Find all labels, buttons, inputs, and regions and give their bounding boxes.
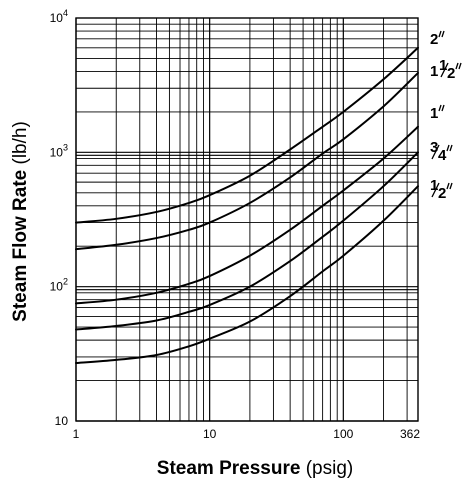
y-tick-label: 10	[55, 414, 69, 428]
series-line-0	[75, 46, 419, 224]
x-tick-label: 1	[73, 427, 80, 441]
y-tick-label: 104	[50, 8, 68, 25]
y-axis-title: Steam Flow Rate (lb/h)	[10, 121, 31, 322]
series-labels: 21 1 213 41 2	[430, 30, 462, 202]
series-label-0: 2	[430, 30, 445, 48]
series-lines	[75, 46, 419, 365]
x-axis-title-unit: (psig)	[300, 458, 353, 479]
y-tick-label: 102	[50, 277, 68, 294]
svg-text:2: 2	[438, 185, 446, 202]
y-axis-title-bold: Steam Flow Rate	[10, 170, 31, 322]
svg-text:3: 3	[430, 139, 438, 156]
svg-text:1: 1	[430, 63, 438, 80]
series-line-1	[75, 71, 419, 251]
x-tick-label: 100	[333, 427, 353, 441]
x-axis-title: Steam Pressure (psig)	[157, 458, 353, 479]
svg-text:1: 1	[439, 57, 447, 74]
svg-text:1: 1	[430, 105, 438, 122]
x-axis-title-bold: Steam Pressure	[157, 458, 301, 479]
y-axis-tick-labels: 10 102 103 104	[50, 8, 69, 428]
plot-frame	[75, 17, 419, 422]
series-line-2	[75, 125, 419, 305]
svg-text:2: 2	[430, 31, 438, 48]
svg-text:2: 2	[447, 65, 455, 82]
grid	[75, 18, 418, 422]
svg-text:4: 4	[438, 147, 447, 164]
svg-text:1: 1	[430, 177, 438, 194]
y-tick-label: 103	[50, 142, 68, 159]
x-axis-tick-labels: 1 10 100 362	[73, 427, 421, 441]
x-tick-label: 362	[400, 427, 420, 441]
series-line-3	[75, 151, 419, 331]
series-label-2: 1	[430, 104, 445, 122]
x-tick-label: 10	[203, 427, 217, 441]
y-axis-title-unit: (lb/h)	[10, 121, 31, 170]
series-line-4	[75, 185, 419, 365]
